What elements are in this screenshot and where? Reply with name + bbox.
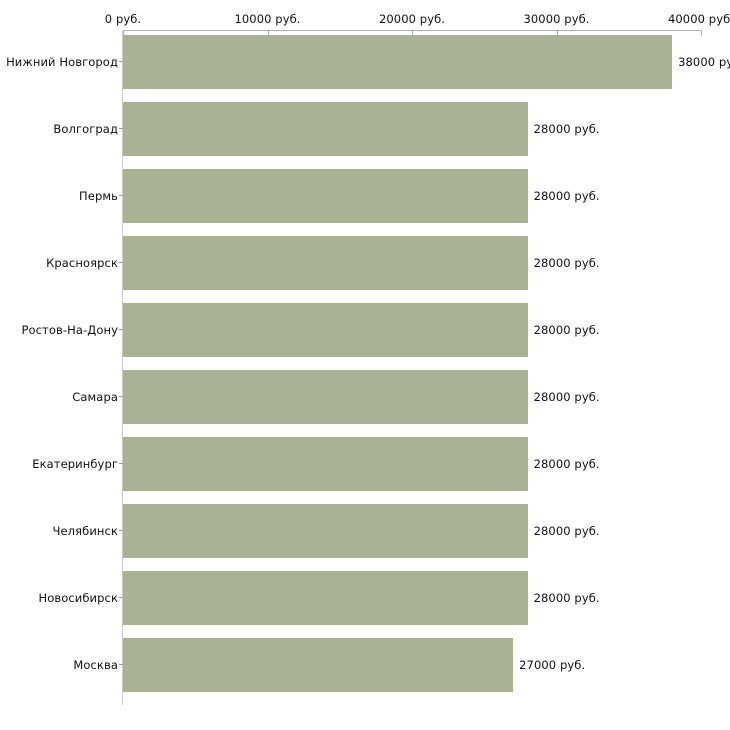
category-tick (119, 195, 123, 196)
category-label: Москва (73, 658, 118, 672)
plot-area: Нижний Новгород 38000 руб. Волгоград 28000 … (0, 31, 730, 730)
category-tick (119, 664, 123, 665)
category-label: Екатеринбург (32, 457, 118, 471)
category-tick (119, 128, 123, 129)
x-axis-tick-label: 40000 руб. (667, 12, 730, 26)
bar-row: Нижний Новгород 38000 руб. (0, 35, 730, 89)
bar-row: Пермь 28000 руб. (0, 169, 730, 223)
bar[interactable] (123, 638, 514, 692)
category-tick (119, 329, 123, 330)
category-label: Ростов-На-Дону (21, 323, 118, 337)
bar-value-label: 28000 руб. (533, 189, 600, 203)
x-axis-tick-label: 30000 руб. (523, 12, 590, 26)
bar-value-label: 28000 руб. (533, 390, 600, 404)
bar[interactable] (123, 35, 673, 89)
bar-row: Самара 28000 руб. (0, 370, 730, 424)
category-tick (119, 463, 123, 464)
x-axis-end-cap (123, 30, 124, 36)
bar-row: Москва 27000 руб. (0, 638, 730, 692)
bar-value-label: 38000 руб. (678, 55, 730, 69)
category-tick (119, 262, 123, 263)
category-label: Самара (72, 390, 118, 404)
bar-value-label: 28000 руб. (533, 323, 600, 337)
category-tick (119, 396, 123, 397)
bar-row: Челябинск 28000 руб. (0, 504, 730, 558)
bar[interactable] (123, 437, 528, 491)
bar-value-label: 28000 руб. (533, 122, 600, 136)
x-axis-tick-label: 0 руб. (104, 12, 142, 26)
category-tick (119, 61, 123, 62)
y-axis-line (122, 31, 123, 705)
x-axis-tick-label: 20000 руб. (378, 12, 446, 26)
x-axis-tick (412, 30, 413, 37)
bar[interactable] (123, 504, 528, 558)
bar-value-label: 28000 руб. (533, 524, 600, 538)
bar-value-label: 27000 руб. (519, 658, 586, 672)
bar[interactable] (123, 169, 528, 223)
category-tick (119, 597, 123, 598)
category-label: Волгоград (53, 122, 118, 136)
x-axis-tick (556, 30, 558, 37)
bar-row: Волгоград 28000 руб. (0, 102, 730, 156)
x-axis-end-cap (701, 30, 702, 36)
category-label: Красноярск (46, 256, 118, 270)
bar-value-label: 28000 руб. (533, 591, 600, 605)
bar[interactable] (123, 102, 528, 156)
bar-row: Екатеринбург 28000 руб. (0, 437, 730, 491)
x-axis-tick-label: 10000 руб. (234, 12, 301, 26)
x-axis-tick (267, 30, 269, 37)
bar[interactable] (123, 236, 528, 290)
bar-value-label: 28000 руб. (533, 457, 600, 471)
bar-row: Красноярск 28000 руб. (0, 236, 730, 290)
category-label: Пермь (79, 189, 118, 203)
category-label: Новосибирск (38, 591, 118, 605)
bar-row: Ростов-На-Дону 28000 руб. (0, 303, 730, 357)
bar[interactable] (123, 303, 528, 357)
bar[interactable] (123, 571, 528, 625)
bar-value-label: 28000 руб. (533, 256, 600, 270)
bar[interactable] (123, 370, 528, 424)
category-label: Челябинск (52, 524, 118, 538)
bar-row: Новосибирск 28000 руб. (0, 571, 730, 625)
category-label: Нижний Новгород (6, 55, 118, 69)
category-tick (119, 530, 123, 531)
